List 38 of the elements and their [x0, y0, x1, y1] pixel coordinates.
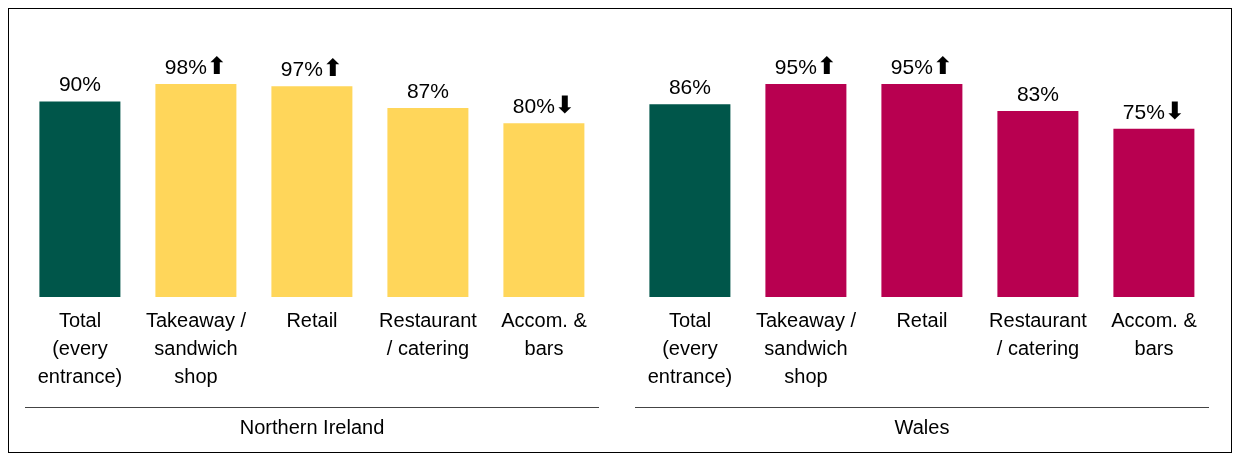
x-tick-label: Takeaway / sandwich shop: [145, 309, 247, 387]
bar: [765, 84, 847, 297]
x-tick-label: Takeaway / sandwich shop: [755, 309, 857, 387]
annotation: ⬇: [554, 91, 575, 120]
annotation: ⬆: [322, 54, 343, 83]
bar: [503, 123, 585, 297]
x-tick-label: Restaurant / catering: [379, 309, 478, 359]
bar: [271, 86, 353, 297]
x-tick-label: Accom. & bars: [501, 309, 588, 359]
bar: [387, 107, 469, 297]
bar: [881, 84, 963, 297]
data-label: 75%: [1122, 99, 1165, 123]
bar: [1113, 128, 1195, 297]
data-label: 90%: [58, 72, 101, 96]
data-label: 95%: [890, 55, 933, 79]
data-label: 95%: [774, 55, 817, 79]
x-tick-label: Accom. & bars: [1111, 309, 1198, 359]
annotation: ⬇: [1164, 96, 1185, 125]
data-label: 80%: [512, 94, 555, 118]
x-tick-label: Total (every entrance): [647, 309, 733, 387]
bar: [997, 110, 1079, 297]
x-tick-label: Retail: [896, 309, 948, 331]
x-tick-label: Total (every entrance): [37, 309, 123, 387]
data-label: 87%: [406, 78, 449, 102]
bar: [155, 84, 237, 297]
x-axis-title: Northern Ireland: [25, 407, 599, 439]
x-axis-title: Wales: [635, 407, 1209, 439]
x-tick-label: Restaurant / catering: [989, 309, 1088, 359]
data-label: 98%: [164, 55, 207, 79]
annotation: ⬆: [816, 52, 837, 81]
x-tick-label: Retail: [286, 309, 338, 331]
bar: [649, 104, 731, 297]
bar: [39, 101, 121, 297]
data-label: 83%: [1016, 81, 1059, 105]
annotation: ⬆: [932, 52, 953, 81]
data-label: 97%: [280, 57, 323, 81]
data-label: 86%: [668, 75, 711, 99]
annotation: ⬆: [206, 52, 227, 81]
